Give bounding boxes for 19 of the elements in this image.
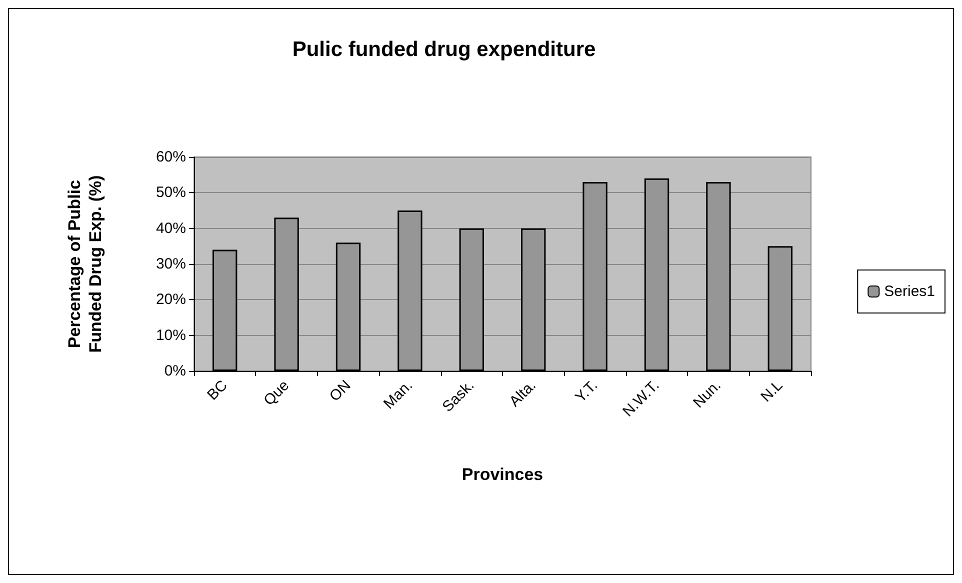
x-tick-label: Alta. — [506, 376, 540, 410]
y-tick-label: 40% — [156, 220, 186, 237]
y-tick-label: 60% — [156, 148, 186, 166]
x-axis-title: Provinces — [462, 465, 544, 484]
x-tick-label: Man. — [380, 376, 416, 413]
x-tick-label: N.L — [758, 376, 786, 406]
x-tick-label: ON — [326, 376, 354, 405]
chart-title: Pulic funded drug expenditure — [292, 38, 596, 61]
y-tick-label: 50% — [156, 184, 186, 202]
x-tick-label: Que — [260, 376, 293, 410]
y-axis-title: Percentage of Public Funded Drug Exp. (%) — [65, 175, 105, 353]
y-tick-label: 20% — [156, 291, 186, 308]
x-tick-label: Nun. — [690, 376, 724, 412]
x-tick-label: Y.T. — [572, 376, 602, 406]
x-tick-label: BC — [204, 376, 231, 404]
legend-label: Series1 — [884, 283, 935, 300]
y-tick-label: 0% — [164, 362, 186, 380]
y-tick-label: 10% — [156, 326, 186, 344]
y-tick-label: 30% — [156, 256, 186, 272]
